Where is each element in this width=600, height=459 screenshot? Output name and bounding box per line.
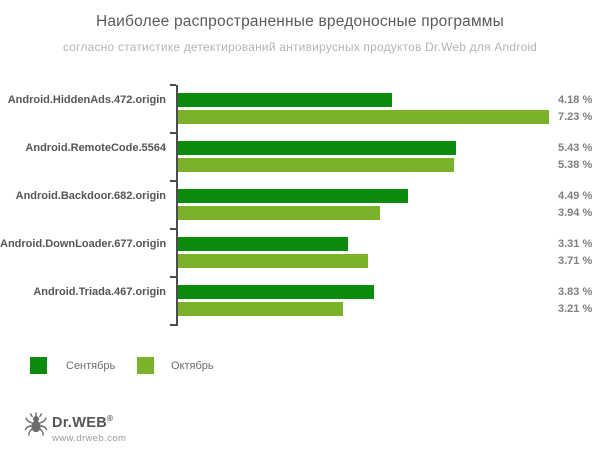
bar-track-october bbox=[178, 254, 578, 268]
category-label: Android.Backdoor.682.origin bbox=[15, 190, 166, 202]
category-label: Android.HiddenAds.472.origin bbox=[7, 94, 166, 106]
bar-october bbox=[178, 206, 381, 220]
bar-group-backdoor: Android.Backdoor.682.origin 4.49 % 3.94 … bbox=[0, 181, 600, 229]
value-label-september: 3.83 % bbox=[558, 286, 593, 298]
axis-tick bbox=[170, 276, 176, 278]
brand-name: Dr.WEB® bbox=[52, 414, 114, 431]
bar-track-october bbox=[178, 110, 578, 124]
bar-group-remotecode: Android.RemoteCode.5564 5.43 % 5.38 % bbox=[0, 133, 600, 181]
drweb-logo: Dr.WEB® www.drweb.com bbox=[24, 410, 126, 444]
bar-track-september bbox=[178, 237, 578, 251]
category-label: Android.DownLoader.677.origin bbox=[0, 238, 167, 250]
category-label: Android.RemoteCode.5564 bbox=[25, 142, 166, 154]
bar-group-hiddenads: Android.HiddenAds.472.origin 4.18 % 7.23… bbox=[0, 85, 600, 133]
bar-september bbox=[178, 141, 457, 155]
chart-subtitle: согласно статистике детектирований антив… bbox=[62, 40, 538, 54]
spider-icon bbox=[24, 412, 48, 436]
bar-september bbox=[178, 93, 393, 107]
axis-tick bbox=[170, 84, 176, 86]
bar-group-downloader: Android.DownLoader.677.origin 3.31 % 3.7… bbox=[0, 229, 600, 277]
axis-tick bbox=[170, 180, 176, 182]
registered-mark: ® bbox=[106, 414, 114, 423]
bar-track-september bbox=[178, 93, 578, 107]
legend-swatch-october bbox=[137, 357, 154, 374]
axis-tick bbox=[170, 228, 176, 230]
legend-swatch-september bbox=[30, 357, 47, 374]
value-label-september: 3.31 % bbox=[558, 238, 593, 250]
bar-october bbox=[178, 158, 454, 172]
bar-october bbox=[178, 302, 343, 316]
bar-october bbox=[178, 254, 369, 268]
bar-october bbox=[178, 110, 549, 124]
value-label-october: 3.71 % bbox=[558, 255, 593, 267]
axis-tick bbox=[170, 132, 176, 134]
bar-track-october bbox=[178, 302, 578, 316]
bar-september bbox=[178, 285, 375, 299]
value-label-october: 3.94 % bbox=[558, 207, 593, 219]
chart-title: Наиболее распространенные вредоносные пр… bbox=[95, 13, 505, 30]
value-label-october: 7.23 % bbox=[558, 111, 593, 123]
brand-block: Dr.WEB® www.drweb.com bbox=[52, 410, 126, 444]
brand-url: www.drweb.com bbox=[52, 432, 127, 444]
bar-group-triada: Android.Triada.467.origin 3.83 % 3.21 % bbox=[0, 277, 600, 325]
bar-september bbox=[178, 189, 409, 203]
value-label-september: 4.18 % bbox=[558, 94, 593, 106]
category-label: Android.Triada.467.origin bbox=[33, 286, 166, 298]
bar-track-september bbox=[178, 189, 578, 203]
bar-track-october bbox=[178, 158, 578, 172]
bar-track-september bbox=[178, 285, 578, 299]
bar-track-september bbox=[178, 141, 578, 155]
value-label-september: 4.49 % bbox=[558, 190, 593, 202]
value-label-october: 5.38 % bbox=[558, 159, 593, 171]
value-label-september: 5.43 % bbox=[558, 142, 593, 154]
bar-track-october bbox=[178, 206, 578, 220]
axis-tick bbox=[170, 324, 176, 326]
bar-september bbox=[178, 237, 348, 251]
value-label-october: 3.21 % bbox=[558, 303, 593, 315]
legend-label-october: Октябрь bbox=[171, 360, 214, 372]
legend-label-september: Сентябрь bbox=[66, 360, 116, 372]
y-axis-line bbox=[176, 85, 178, 326]
